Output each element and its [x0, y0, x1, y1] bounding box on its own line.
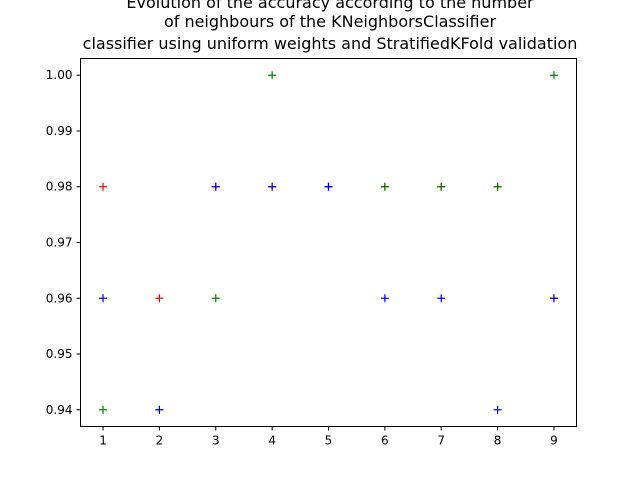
data-point: [211, 294, 220, 303]
data-points: [99, 71, 558, 414]
data-point: [268, 71, 277, 80]
y-tick-label: 0.94: [46, 403, 73, 417]
data-point: [155, 294, 164, 303]
x-tick-label: 2: [156, 434, 164, 448]
chart-title-line-1: Evolution of the accuracy according to t…: [126, 0, 534, 12]
y-tick-label: 0.98: [46, 180, 73, 194]
data-point: [549, 294, 558, 303]
data-point: [155, 405, 164, 414]
data-point: [99, 405, 108, 414]
x-tick-label: 7: [437, 434, 445, 448]
data-point: [380, 182, 389, 191]
data-point: [549, 71, 558, 80]
x-tick-label: 3: [212, 434, 220, 448]
axes: 1 2 3 4 5 6 7 8 9 0.94 0.95 0.96 0.97 0.98 0.99 1.00: [46, 68, 558, 447]
y-tick-label: 0.95: [46, 347, 73, 361]
data-point: [268, 182, 277, 191]
data-point: [99, 182, 108, 191]
chart-title: Evolution of the accuracy according to t…: [83, 0, 578, 53]
y-tick-label: 0.97: [46, 236, 73, 250]
data-point: [99, 294, 108, 303]
x-tick-label: 8: [494, 434, 502, 448]
y-tick-label: 0.96: [46, 291, 73, 305]
data-point: [211, 182, 220, 191]
data-point: [380, 294, 389, 303]
data-point: [437, 182, 446, 191]
data-point: [493, 405, 502, 414]
data-point: [437, 294, 446, 303]
chart-title-line-3: classifier using uniform weights and Str…: [83, 34, 578, 53]
y-tick-label: 1.00: [46, 68, 73, 82]
x-tick-label: 5: [325, 434, 333, 448]
chart-title-line-2: of neighbours of the KNeighborsClassifie…: [164, 12, 497, 31]
plot-frame: [80, 58, 577, 427]
x-tick-label: 4: [268, 434, 276, 448]
x-tick-label: 9: [550, 434, 558, 448]
y-tick-label: 0.99: [46, 124, 73, 138]
data-point: [324, 182, 333, 191]
x-tick-label: 1: [99, 434, 107, 448]
data-point: [493, 182, 502, 191]
x-tick-label: 6: [381, 434, 389, 448]
